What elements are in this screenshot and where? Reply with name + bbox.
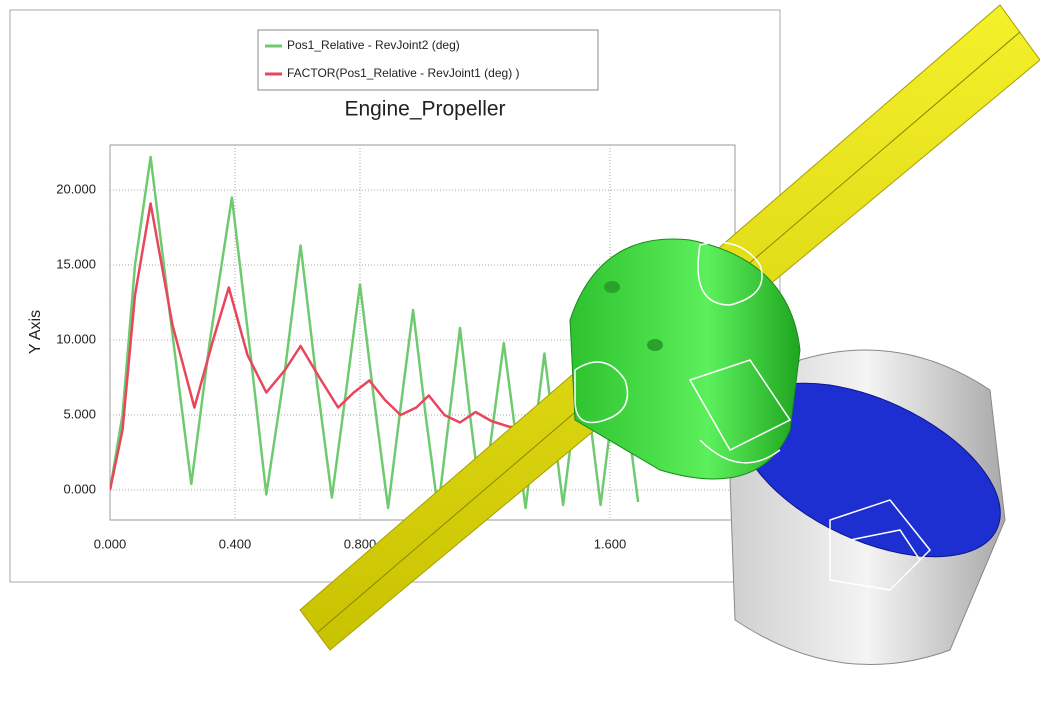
chart-title: Engine_Propeller [344, 98, 505, 121]
x-tick-label: 0.000 [94, 536, 127, 551]
y-tick-label: 5.000 [63, 406, 96, 421]
y-axis-label: Y Axis [27, 310, 44, 354]
legend-label: FACTOR(Pos1_Relative - RevJoint1 (deg) ) [287, 66, 520, 80]
hub-hole [647, 339, 663, 351]
y-tick-label: 20.000 [56, 181, 96, 196]
x-tick-label: 1.600 [594, 536, 627, 551]
legend-label: Pos1_Relative - RevJoint2 (deg) [287, 38, 460, 52]
chart: 0.0005.00010.00015.00020.0000.0000.4000.… [0, 0, 1040, 720]
y-tick-label: 0.000 [63, 481, 96, 496]
y-tick-label: 10.000 [56, 331, 96, 346]
x-tick-label: 0.400 [219, 536, 252, 551]
y-tick-label: 15.000 [56, 256, 96, 271]
hub-hole [604, 281, 620, 293]
